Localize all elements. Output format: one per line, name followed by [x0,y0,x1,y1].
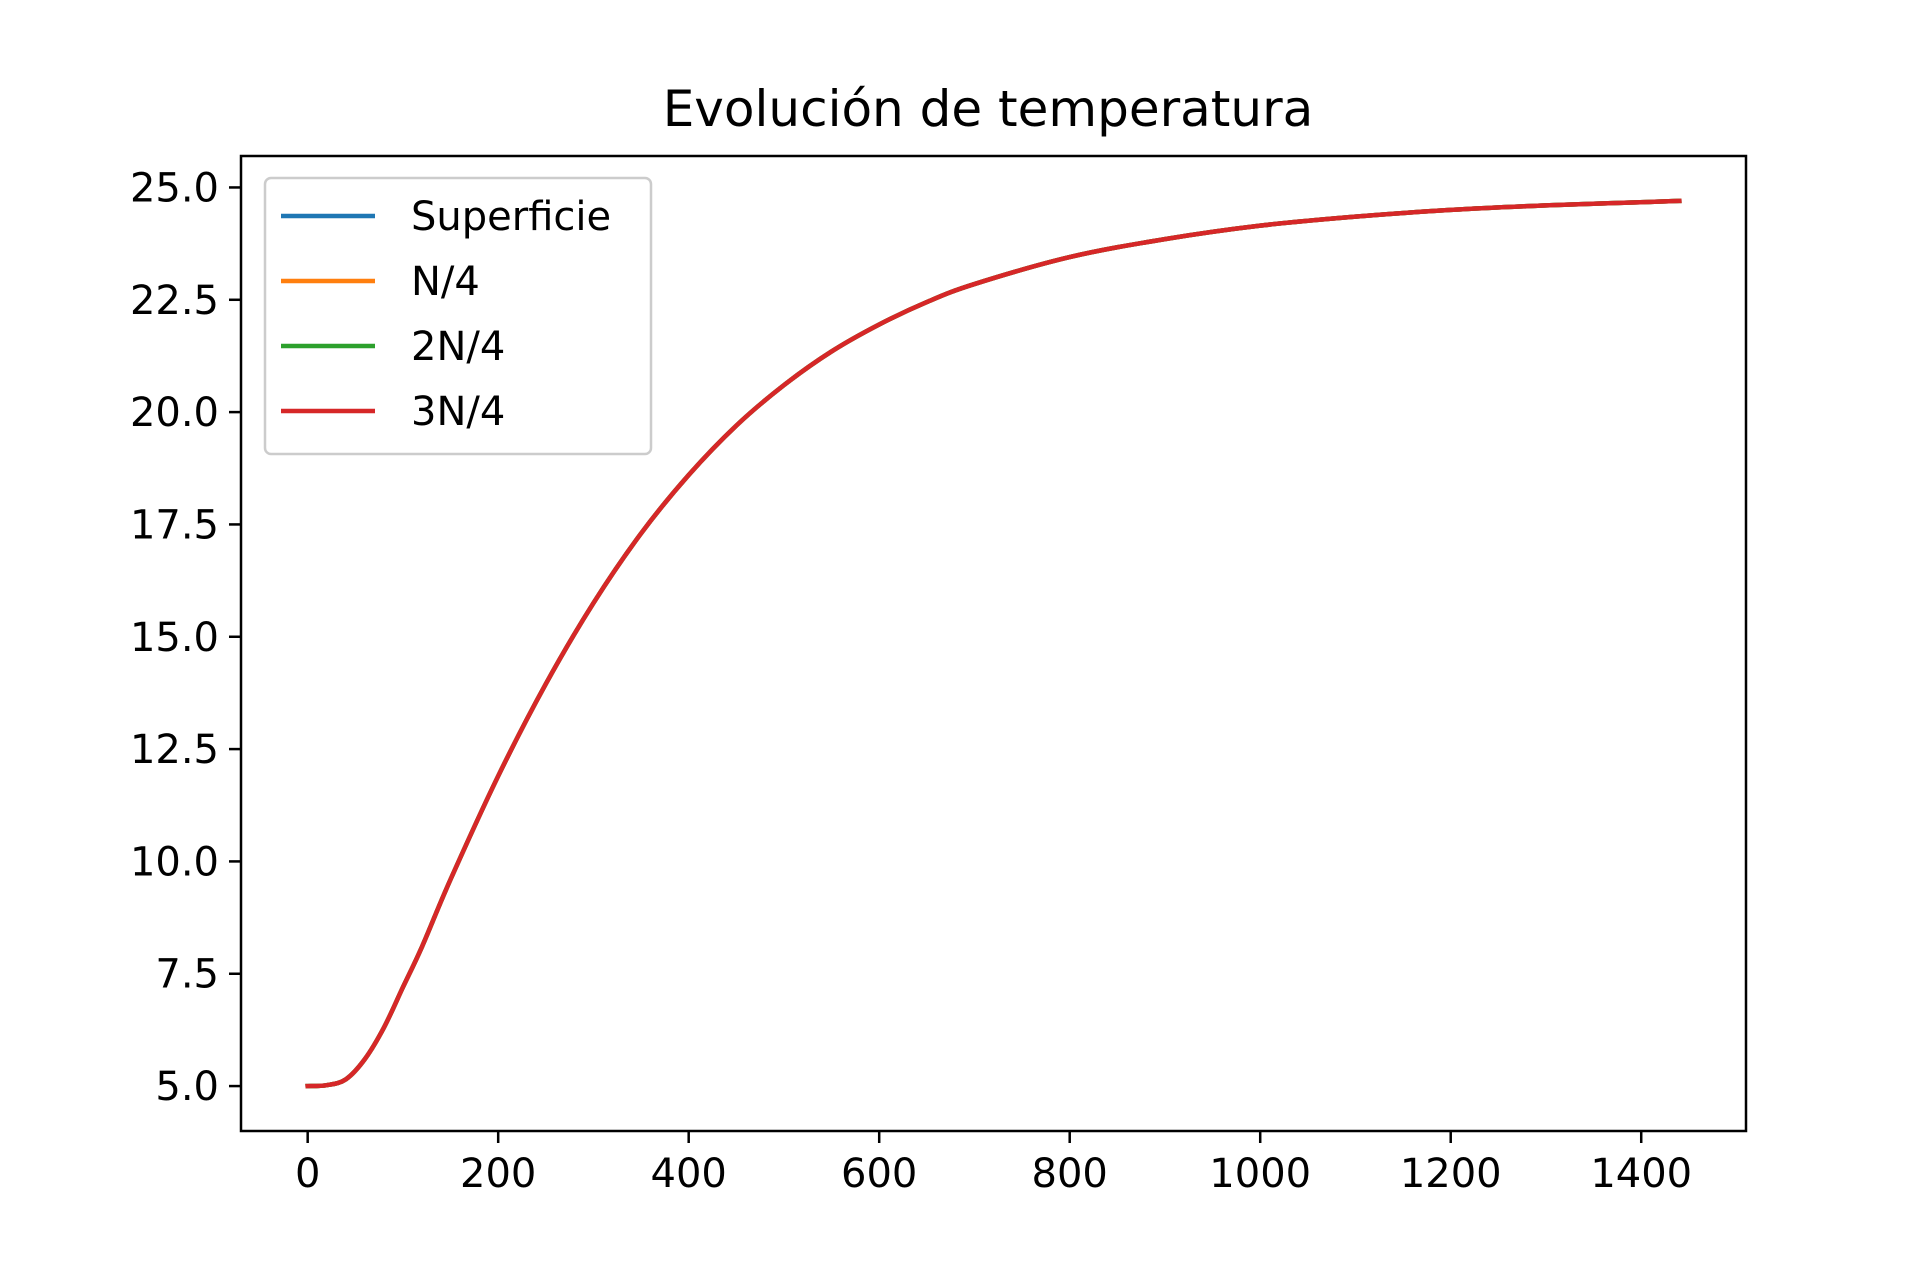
y-tick-label: 20.0 [130,390,219,436]
legend-label: 3N/4 [411,389,505,435]
y-tick-label: 15.0 [130,615,219,661]
y-axis: 5.0 7.5 10.0 12.5 15.0 17.5 20.0 22.5 25.0 [130,165,241,1110]
plot-area-frame [239,154,1748,1133]
series-line-3n-4 [305,198,1682,1089]
series-layer [305,198,1682,1089]
y-tick-label: 22.5 [130,278,219,324]
legend-entries: Superficie N/4 2N/4 3N/4 [281,194,611,435]
y-tick-label: 10.0 [130,839,219,885]
legend-label: Superficie [411,194,611,240]
x-tick-label: 1200 [1400,1151,1502,1197]
x-tick-label: 1000 [1209,1151,1311,1197]
chart-title: Evolución de temperatura [663,80,1314,138]
y-tick-label: 5.0 [155,1064,219,1110]
y-tick-label: 12.5 [130,727,219,773]
x-tick-label: 800 [1032,1151,1108,1197]
x-tick-label: 0 [295,1151,320,1197]
x-tick-label: 1400 [1590,1151,1692,1197]
y-tick-label: 7.5 [155,952,219,998]
x-tick-label: 200 [460,1151,536,1197]
x-tick-label: 400 [651,1151,727,1197]
y-tick-label: 17.5 [130,502,219,548]
x-tick-label: 600 [841,1151,917,1197]
legend-frame [263,176,653,456]
y-tick-label: 25.0 [130,165,219,211]
x-axis: 0 200 400 600 800 1000 1200 1400 [295,1131,1692,1197]
legend-label: 2N/4 [411,324,505,370]
legend-label: N/4 [411,259,480,305]
legend: Superficie N/4 2N/4 3N/4 [263,176,653,456]
